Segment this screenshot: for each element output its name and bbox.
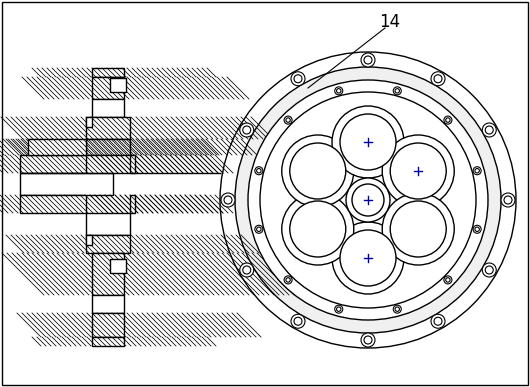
Bar xyxy=(86,117,92,127)
Circle shape xyxy=(240,123,254,137)
Bar xyxy=(86,213,130,235)
Circle shape xyxy=(243,266,251,274)
Bar xyxy=(86,235,130,253)
Circle shape xyxy=(257,227,261,231)
Circle shape xyxy=(431,314,445,328)
Circle shape xyxy=(444,116,452,124)
Bar xyxy=(92,337,124,346)
Bar xyxy=(20,195,86,213)
Bar xyxy=(92,295,124,313)
Circle shape xyxy=(220,52,516,348)
Circle shape xyxy=(243,126,251,134)
Circle shape xyxy=(335,305,343,313)
Circle shape xyxy=(332,106,404,178)
Bar xyxy=(92,68,124,77)
Circle shape xyxy=(364,336,372,344)
Bar xyxy=(92,77,124,99)
Bar xyxy=(20,173,113,195)
Circle shape xyxy=(286,278,290,282)
Circle shape xyxy=(255,167,263,175)
Circle shape xyxy=(485,266,493,274)
Circle shape xyxy=(504,196,512,204)
Circle shape xyxy=(446,118,450,122)
Bar xyxy=(28,139,86,155)
Circle shape xyxy=(294,75,302,83)
Circle shape xyxy=(444,276,452,284)
Bar xyxy=(110,259,126,273)
Circle shape xyxy=(221,193,235,207)
Bar xyxy=(86,117,130,139)
Circle shape xyxy=(395,307,400,312)
Circle shape xyxy=(286,118,290,122)
Circle shape xyxy=(446,278,450,282)
Circle shape xyxy=(346,178,390,222)
Circle shape xyxy=(482,123,496,137)
Circle shape xyxy=(395,89,400,93)
Bar xyxy=(110,78,126,92)
Circle shape xyxy=(431,72,445,86)
Circle shape xyxy=(390,201,446,257)
Circle shape xyxy=(257,169,261,173)
Circle shape xyxy=(352,184,384,216)
Circle shape xyxy=(284,116,292,124)
Text: 14: 14 xyxy=(379,13,401,31)
Circle shape xyxy=(390,143,446,199)
Circle shape xyxy=(294,317,302,325)
Circle shape xyxy=(240,263,254,277)
Bar xyxy=(92,253,124,295)
Circle shape xyxy=(255,225,263,233)
Circle shape xyxy=(340,230,396,286)
Circle shape xyxy=(337,307,341,312)
Circle shape xyxy=(282,193,354,265)
Circle shape xyxy=(434,75,442,83)
Bar xyxy=(86,235,92,245)
Circle shape xyxy=(282,135,354,207)
Circle shape xyxy=(248,80,488,320)
Circle shape xyxy=(291,314,305,328)
Bar xyxy=(130,155,135,173)
Circle shape xyxy=(291,72,305,86)
Bar xyxy=(130,195,135,213)
Circle shape xyxy=(364,56,372,64)
Circle shape xyxy=(224,196,232,204)
Circle shape xyxy=(284,276,292,284)
Circle shape xyxy=(434,317,442,325)
Circle shape xyxy=(332,222,404,294)
Circle shape xyxy=(393,87,401,95)
Circle shape xyxy=(337,89,341,93)
Bar xyxy=(92,313,124,337)
Circle shape xyxy=(361,333,375,347)
Bar xyxy=(86,139,130,155)
Circle shape xyxy=(382,135,454,207)
Bar xyxy=(20,155,86,173)
Circle shape xyxy=(475,227,479,231)
Circle shape xyxy=(260,92,476,308)
Circle shape xyxy=(290,201,346,257)
Circle shape xyxy=(290,143,346,199)
Circle shape xyxy=(393,305,401,313)
Circle shape xyxy=(361,53,375,67)
Circle shape xyxy=(235,67,501,333)
Circle shape xyxy=(501,193,515,207)
Circle shape xyxy=(475,169,479,173)
Circle shape xyxy=(382,193,454,265)
Circle shape xyxy=(482,263,496,277)
Circle shape xyxy=(485,126,493,134)
Circle shape xyxy=(473,167,481,175)
Bar xyxy=(92,99,124,117)
Circle shape xyxy=(340,114,396,170)
Circle shape xyxy=(335,87,343,95)
Circle shape xyxy=(473,225,481,233)
